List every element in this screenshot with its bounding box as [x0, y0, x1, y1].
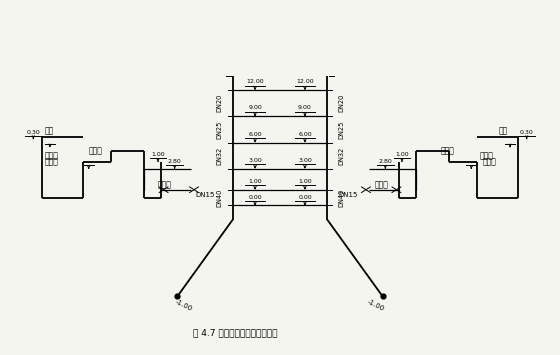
Text: 大便器: 大便器 — [441, 146, 455, 155]
Text: 6.00: 6.00 — [248, 132, 262, 137]
Text: -1.00: -1.00 — [175, 298, 194, 312]
Text: DN25: DN25 — [216, 120, 222, 139]
Text: 3.00: 3.00 — [298, 158, 312, 163]
Text: 1.00: 1.00 — [151, 152, 165, 157]
Text: 12.00: 12.00 — [246, 79, 264, 84]
Text: 浴盆: 浴盆 — [499, 127, 508, 136]
Text: 0.30: 0.30 — [26, 130, 40, 135]
Text: 0.30: 0.30 — [520, 130, 534, 135]
Text: 6.00: 6.00 — [298, 132, 312, 137]
Text: 0.00: 0.00 — [248, 195, 262, 200]
Text: DN32: DN32 — [338, 147, 344, 165]
Text: DN25: DN25 — [338, 120, 344, 139]
Text: 0.00: 0.00 — [298, 195, 312, 200]
Text: 大便器: 大便器 — [88, 146, 102, 155]
Text: DN20: DN20 — [216, 94, 222, 113]
Text: 1.00: 1.00 — [395, 152, 409, 157]
Text: 洗衣机: 洗衣机 — [482, 157, 496, 166]
Text: 洗涤盆: 洗涤盆 — [374, 180, 388, 189]
Text: 3.00: 3.00 — [248, 158, 262, 163]
Text: 浴盆: 浴盆 — [44, 127, 54, 136]
Text: 洗脸盆: 洗脸盆 — [44, 151, 58, 160]
Text: 洗涤盆: 洗涤盆 — [158, 180, 172, 189]
Text: DN15: DN15 — [196, 192, 215, 198]
Text: DN32: DN32 — [216, 147, 222, 165]
Text: DN40: DN40 — [216, 189, 222, 207]
Text: DN20: DN20 — [338, 94, 344, 113]
Text: 1.00: 1.00 — [298, 179, 312, 184]
Text: 12.00: 12.00 — [296, 79, 314, 84]
Text: 9.00: 9.00 — [248, 105, 262, 110]
Text: -1.00: -1.00 — [366, 298, 385, 312]
Text: 洗衣机: 洗衣机 — [44, 157, 58, 166]
Text: 洗脸盆: 洗脸盆 — [479, 151, 493, 160]
Text: 9.00: 9.00 — [298, 105, 312, 110]
Text: 2.80: 2.80 — [379, 159, 392, 164]
Text: DN15: DN15 — [338, 192, 358, 198]
Text: 图 4.7 中间单元给水系统轴测图: 图 4.7 中间单元给水系统轴测图 — [193, 328, 278, 338]
Text: DN40: DN40 — [338, 189, 344, 207]
Text: 2.80: 2.80 — [168, 159, 181, 164]
Text: 1.00: 1.00 — [248, 179, 262, 184]
